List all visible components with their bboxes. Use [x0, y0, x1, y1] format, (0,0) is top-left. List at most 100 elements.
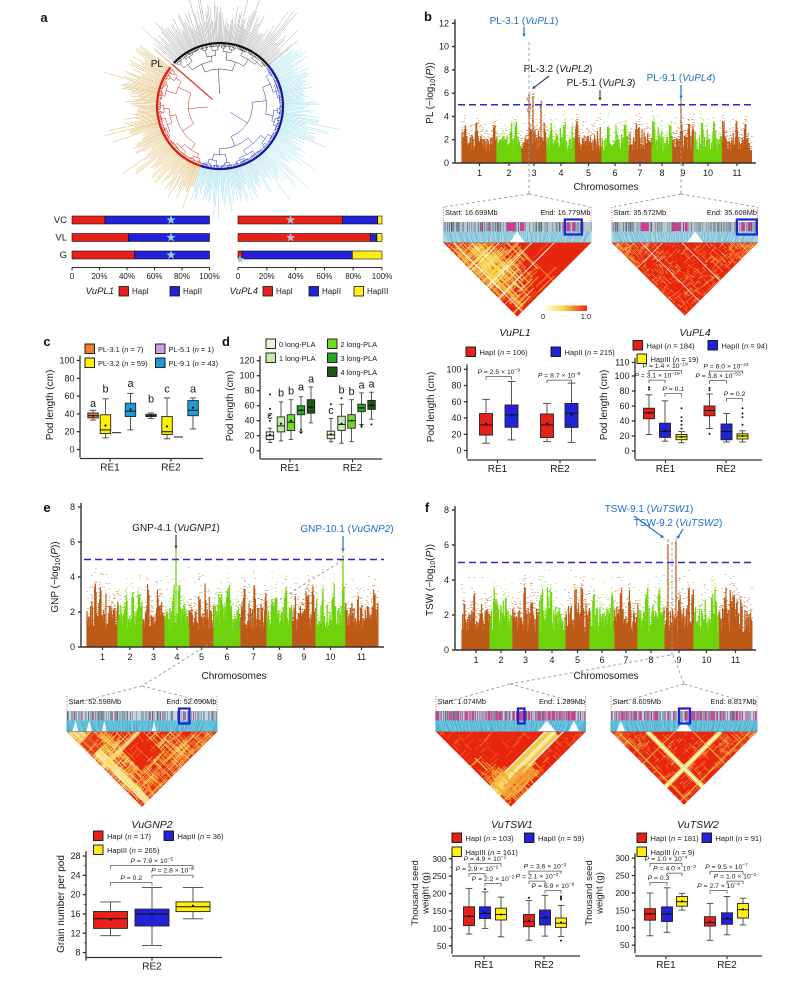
svg-text:RE2: RE2	[534, 960, 554, 971]
svg-text:P = 2.2 × 10−2: P = 2.2 × 10−2	[472, 874, 515, 883]
svg-text:P = 4.0 × 10−3: P = 4.0 × 10−3	[653, 864, 696, 873]
svg-text:b: b	[348, 386, 354, 398]
svg-text:60%: 60%	[146, 272, 162, 281]
svg-text:3 long-PLA: 3 long-PLA	[341, 354, 378, 363]
svg-text:2: 2	[70, 607, 75, 617]
svg-text:10: 10	[439, 42, 449, 52]
svg-text:PL-5.1 (n = 1): PL-5.1 (n = 1)	[169, 345, 214, 354]
svg-text:VuTSW2: VuTSW2	[677, 819, 719, 831]
svg-text:120: 120	[239, 356, 254, 366]
svg-text:0: 0	[249, 446, 254, 456]
svg-text:c: c	[164, 384, 170, 396]
svg-text:P = 0.2: P = 0.2	[120, 875, 142, 882]
svg-text:PL: PL	[151, 59, 164, 70]
svg-text:Thousand seed: Thousand seed	[584, 860, 595, 926]
svg-text:a: a	[358, 379, 365, 391]
svg-text:HapI (n = 106): HapI (n = 106)	[480, 348, 529, 357]
svg-text:HapI: HapI	[132, 287, 149, 296]
svg-text:weight (g): weight (g)	[421, 872, 432, 915]
svg-text:200: 200	[615, 888, 629, 898]
svg-text:PL-3.1 (n = 7): PL-3.1 (n = 7)	[98, 345, 143, 354]
svg-text:20%: 20%	[259, 272, 275, 281]
svg-text:1.0: 1.0	[581, 312, 591, 321]
svg-text:7: 7	[623, 655, 628, 665]
svg-text:VuPL1: VuPL1	[86, 286, 114, 297]
svg-text:9: 9	[676, 655, 681, 665]
svg-text:12: 12	[70, 928, 80, 938]
svg-text:End: 16.779Mb: End: 16.779Mb	[540, 208, 590, 217]
svg-text:Chromosomes: Chromosomes	[201, 671, 266, 682]
svg-text:200: 200	[432, 889, 446, 899]
svg-text:P = 2.5 × 10−9: P = 2.5 × 10−9	[477, 367, 520, 376]
svg-text:TSW-9.1 (VuTSW1): TSW-9.1 (VuTSW1)	[605, 504, 694, 515]
svg-text:6: 6	[444, 88, 449, 98]
svg-text:HapIII (n = 9): HapIII (n = 9)	[651, 848, 695, 857]
svg-text:P = 1.4 × 10−19: P = 1.4 × 10−19	[643, 361, 689, 370]
svg-text:VuGNP2: VuGNP2	[131, 819, 172, 831]
svg-text:40%: 40%	[119, 272, 135, 281]
svg-text:VuTSW1: VuTSW1	[491, 819, 533, 831]
svg-text:24: 24	[70, 870, 80, 880]
svg-text:100: 100	[59, 356, 74, 366]
svg-text:P = 2.7 × 10−4: P = 2.7 × 10−4	[697, 881, 740, 890]
svg-text:P = 7.9 × 10−5: P = 7.9 × 10−5	[130, 856, 173, 865]
svg-text:6: 6	[444, 540, 449, 550]
svg-text:PL-3.1 (VuPL1): PL-3.1 (VuPL1)	[490, 16, 559, 27]
svg-text:End: 35.608Mb: End: 35.608Mb	[707, 208, 757, 217]
svg-text:RE1: RE1	[474, 960, 494, 971]
svg-text:60: 60	[244, 401, 254, 411]
svg-text:Start: 35.572Mb: Start: 35.572Mb	[614, 208, 667, 217]
svg-text:P = 6.9 × 10−6: P = 6.9 × 10−6	[532, 881, 575, 890]
svg-text:Pod length (cm): Pod length (cm)	[426, 372, 437, 443]
svg-text:HapIII: HapIII	[367, 287, 388, 296]
svg-text:a: a	[127, 378, 134, 390]
svg-text:9: 9	[680, 168, 685, 178]
svg-text:e: e	[43, 500, 50, 515]
svg-text:300: 300	[615, 853, 629, 863]
svg-text:Pod length (cm): Pod length (cm)	[225, 371, 236, 442]
svg-text:11: 11	[357, 652, 366, 662]
svg-text:0: 0	[69, 445, 74, 455]
svg-text:P = 2.8 × 10−5: P = 2.8 × 10−5	[151, 866, 194, 875]
svg-text:2: 2	[444, 135, 449, 145]
svg-text:b: b	[424, 9, 432, 24]
svg-text:80: 80	[619, 386, 629, 396]
svg-text:weight (g): weight (g)	[595, 872, 606, 915]
svg-text:a: a	[368, 379, 375, 391]
svg-text:60: 60	[64, 391, 74, 401]
svg-text:P = 3.8 × 10−53: P = 3.8 × 10−53	[695, 371, 741, 380]
svg-text:HapII (n = 36): HapII (n = 36)	[178, 832, 225, 841]
svg-text:b: b	[288, 385, 294, 397]
svg-text:8: 8	[277, 652, 282, 662]
svg-text:PL-9.1 (VuPL4): PL-9.1 (VuPL4)	[647, 73, 716, 84]
svg-text:6: 6	[599, 655, 604, 665]
svg-text:HapII (n = 94): HapII (n = 94)	[722, 342, 769, 351]
svg-text:8: 8	[659, 168, 664, 178]
svg-text:0: 0	[444, 645, 449, 655]
svg-text:HapII (n = 91): HapII (n = 91)	[716, 834, 763, 843]
svg-text:40: 40	[619, 416, 629, 426]
svg-text:HapII: HapII	[322, 287, 341, 296]
svg-text:VuPL4: VuPL4	[679, 327, 710, 339]
svg-text:40: 40	[451, 413, 461, 423]
svg-text:End: 8.817Mb: End: 8.817Mb	[710, 697, 756, 706]
svg-text:VC: VC	[54, 215, 67, 226]
svg-text:GNP-10.1 (VuGNP2): GNP-10.1 (VuGNP2)	[300, 524, 393, 535]
svg-text:3: 3	[531, 168, 536, 178]
svg-text:60%: 60%	[316, 272, 332, 281]
svg-text:b: b	[278, 388, 284, 400]
svg-text:300: 300	[432, 854, 446, 864]
svg-text:250: 250	[432, 871, 446, 881]
svg-text:60: 60	[451, 397, 461, 407]
svg-text:5: 5	[586, 168, 591, 178]
svg-text:11: 11	[731, 655, 740, 665]
svg-text:250: 250	[615, 871, 629, 881]
svg-text:P = 1.0 × 10−4: P = 1.0 × 10−4	[645, 854, 688, 863]
svg-text:P = 4.9 × 10−1: P = 4.9 × 10−1	[464, 854, 507, 863]
svg-text:GNP (−log10(P)): GNP (−log10(P))	[50, 541, 62, 612]
svg-text:80%: 80%	[174, 272, 190, 281]
svg-text:P = 8.7 × 10−8: P = 8.7 × 10−8	[538, 371, 581, 380]
svg-text:40: 40	[244, 416, 254, 426]
svg-text:2: 2	[506, 168, 511, 178]
svg-text:110: 110	[615, 358, 629, 368]
